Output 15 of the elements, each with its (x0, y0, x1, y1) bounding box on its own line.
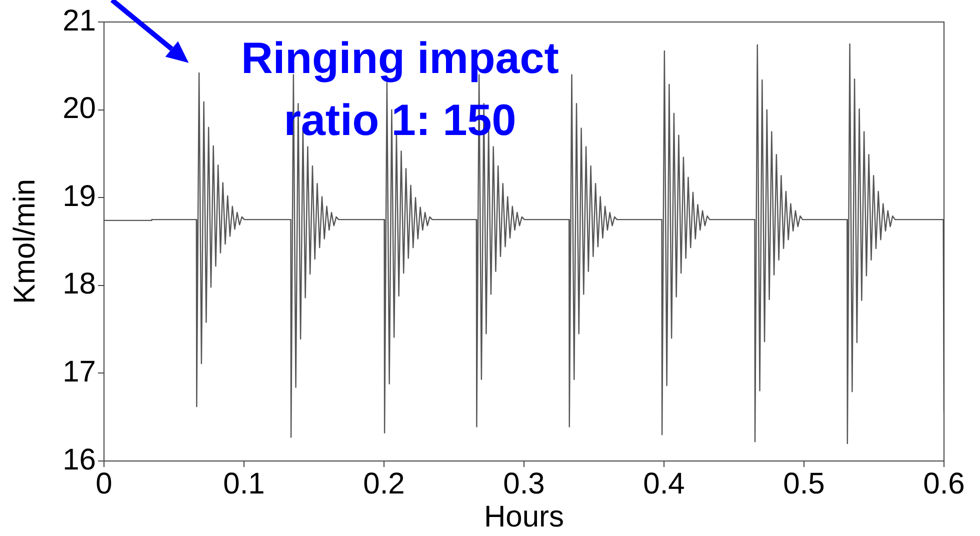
x-tick-label: 0.1 (223, 467, 265, 500)
y-tick-label: 21 (62, 4, 96, 38)
y-tick-label: 20 (62, 92, 96, 126)
y-tick-label: 18 (62, 268, 96, 301)
y-axis-title: Kmol/min (8, 178, 42, 304)
y-tick-label: 16 (62, 443, 96, 476)
x-tick-label: 0.4 (643, 467, 685, 500)
x-tick-label: 0.3 (503, 467, 545, 500)
y-tick-label: 19 (62, 180, 96, 213)
x-tick-label: 0.2 (363, 467, 405, 500)
x-tick-label: 0.6 (923, 467, 965, 500)
x-axis-title: Hours (484, 500, 564, 534)
x-tick-label: 0 (96, 467, 112, 500)
x-tick-label: 0.5 (783, 467, 825, 500)
y-tick-label: 17 (62, 355, 96, 388)
